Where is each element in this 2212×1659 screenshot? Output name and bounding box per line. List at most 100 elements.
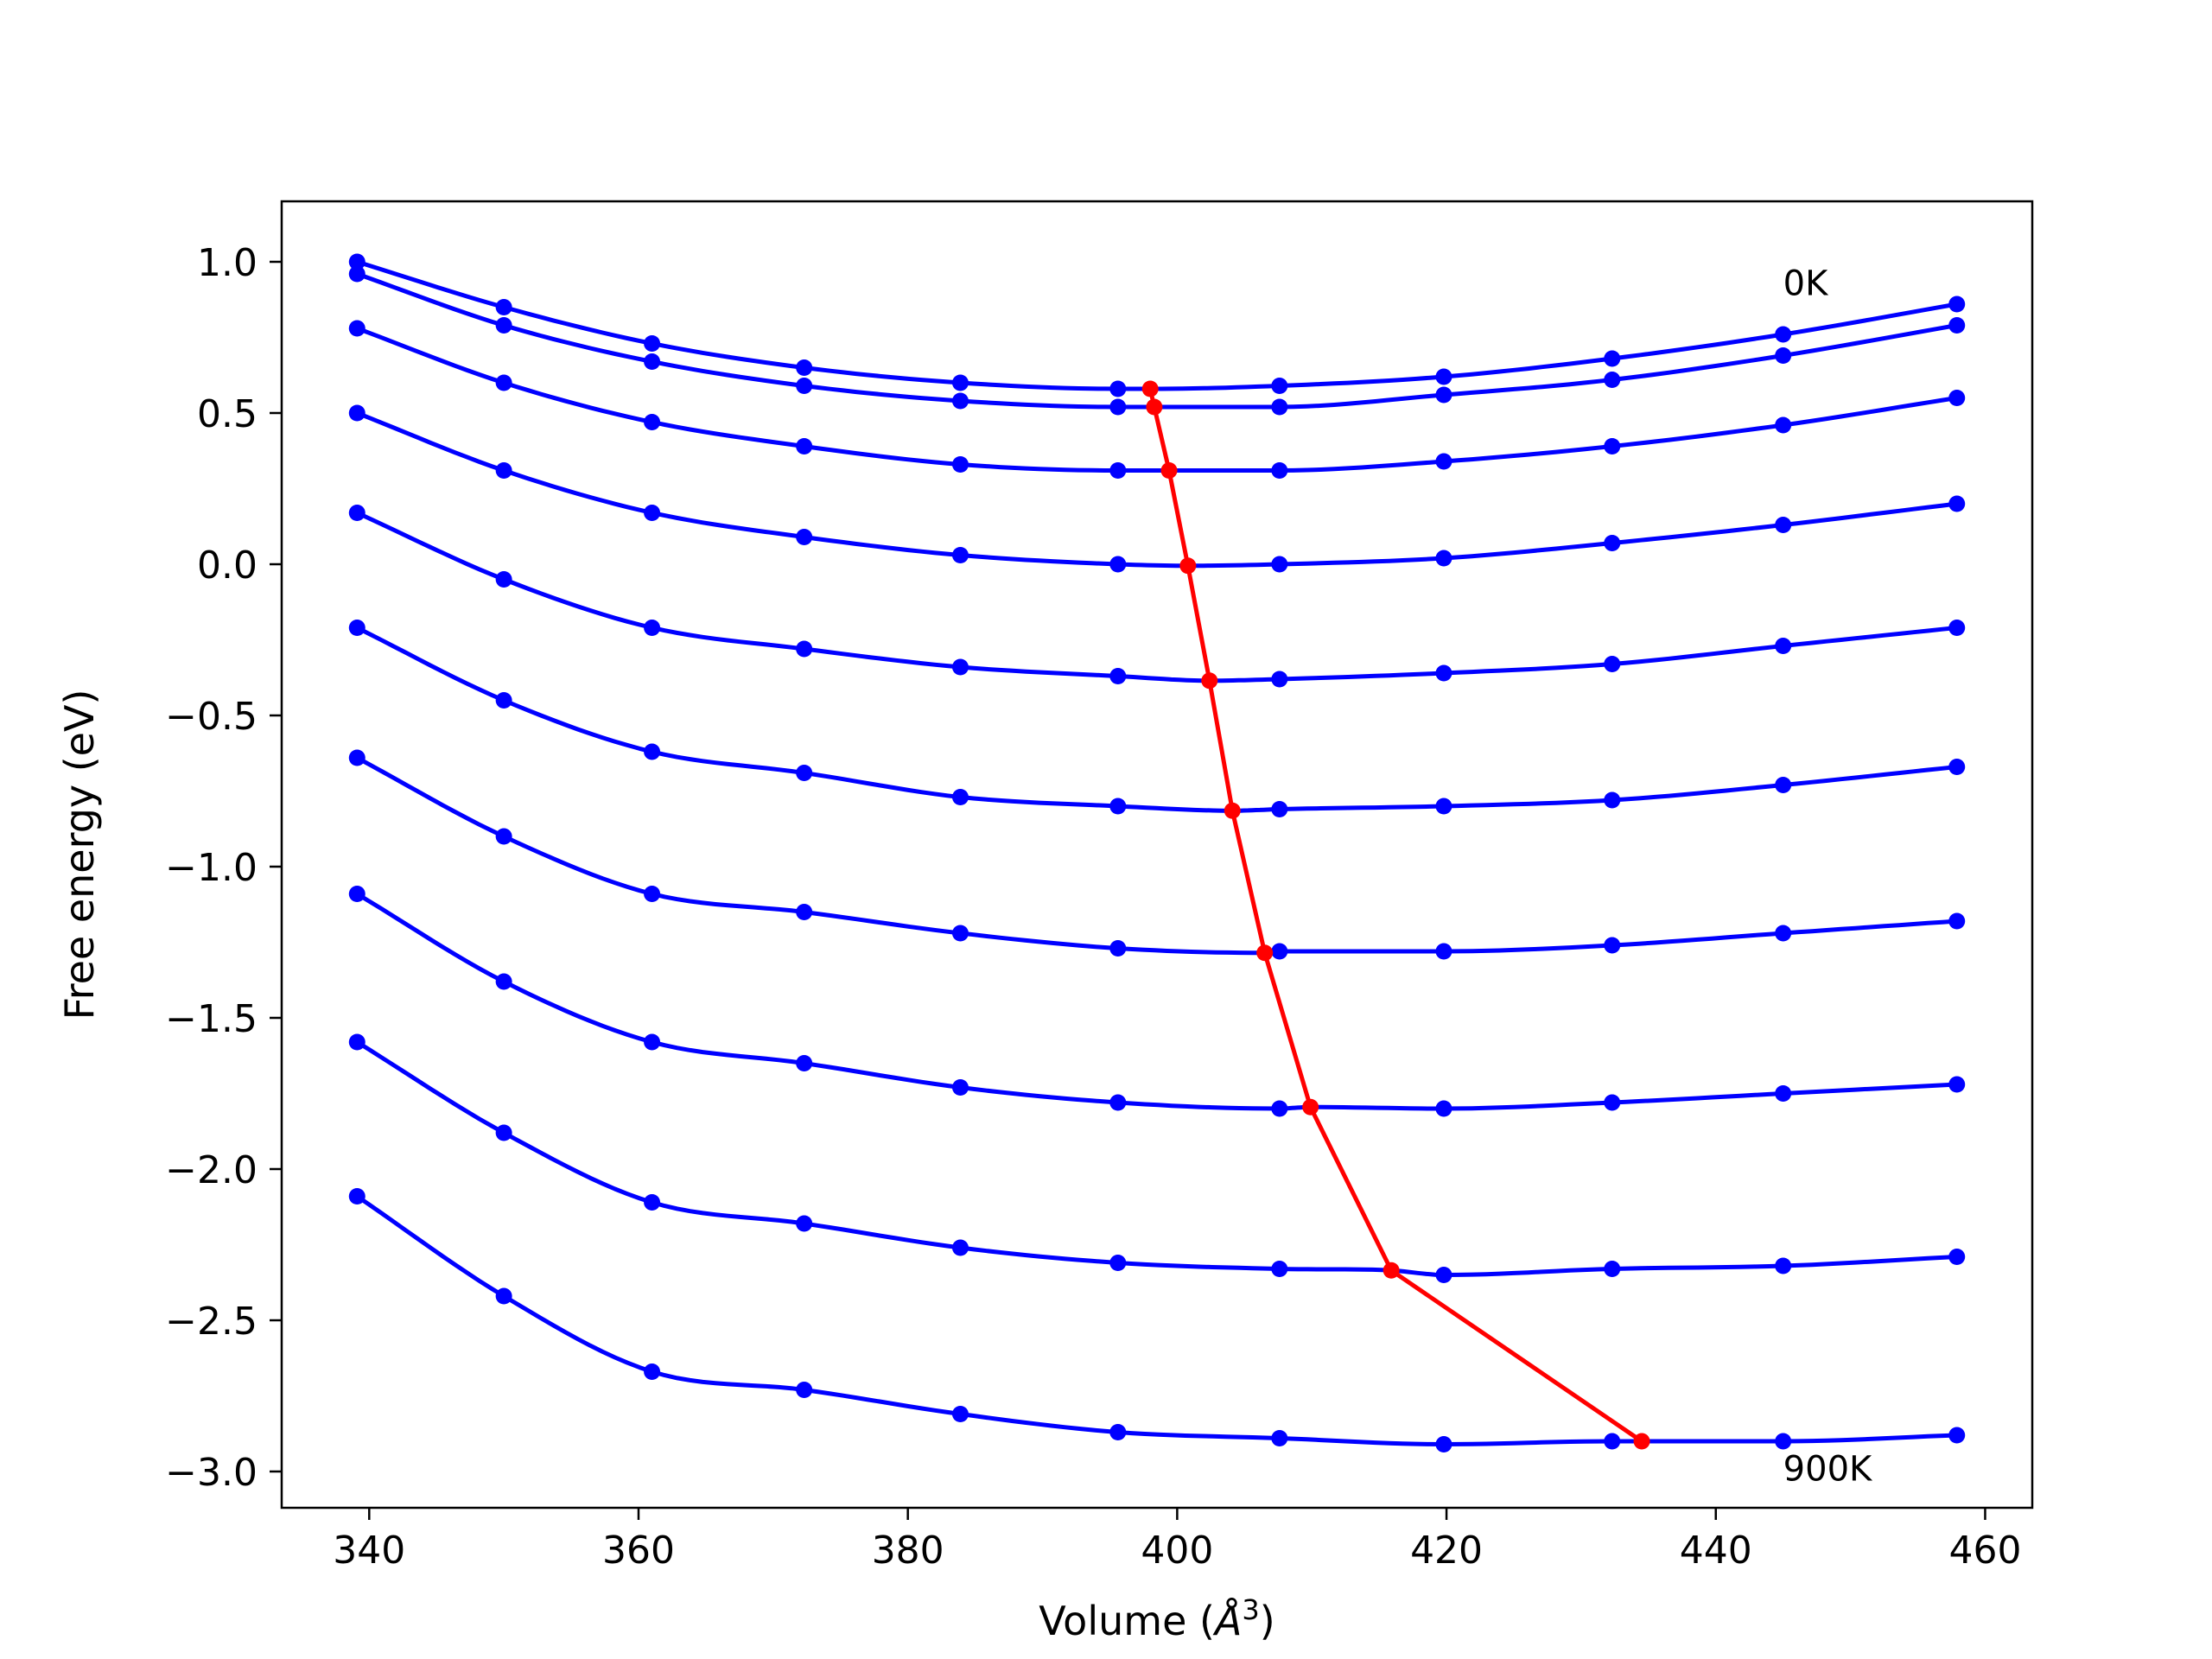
minimum-point — [1256, 944, 1274, 962]
y-axis-label: Free energy (eV) — [56, 690, 103, 1020]
data-point — [796, 378, 813, 394]
data-point — [348, 1033, 365, 1051]
data-point — [348, 320, 365, 337]
data-point — [495, 828, 512, 845]
data-point — [1948, 296, 1966, 313]
data-point — [1948, 620, 1966, 636]
data-point — [1109, 1094, 1127, 1111]
data-point — [1948, 495, 1966, 512]
data-point — [1948, 390, 1966, 406]
data-point — [796, 438, 813, 454]
y-axis-ticks: −3.0 −2.5 −2.0 −1.5 −1.0 −0.5 0.0 0.5 1.0 — [165, 241, 282, 1495]
data-point — [796, 1215, 813, 1232]
data-point — [1604, 1433, 1621, 1450]
data-point — [1271, 1261, 1288, 1277]
y-tick-label: 1.0 — [197, 241, 257, 285]
minimum-point — [1179, 557, 1197, 575]
points-layer — [348, 253, 1966, 1452]
data-point — [495, 1287, 512, 1305]
data-point — [1435, 1100, 1452, 1117]
y-tick-label: −2.0 — [165, 1148, 257, 1192]
y-tick-label: 0.0 — [197, 543, 257, 588]
data-point — [951, 392, 969, 410]
data-point — [1775, 777, 1792, 793]
data-point — [348, 620, 365, 636]
data-point — [1775, 925, 1792, 942]
curve-series-3 — [356, 326, 1958, 473]
y-tick-label: −0.5 — [165, 695, 257, 739]
data-point — [951, 547, 969, 563]
data-point — [1271, 378, 1288, 394]
data-point — [1604, 438, 1621, 454]
data-point — [644, 1194, 661, 1211]
data-point — [951, 456, 969, 473]
data-point — [644, 335, 661, 352]
data-point — [495, 462, 512, 479]
data-point — [796, 529, 813, 545]
data-point — [1109, 798, 1127, 815]
data-point — [495, 1124, 512, 1141]
data-point — [1109, 668, 1127, 684]
data-point — [348, 265, 365, 283]
data-point — [348, 505, 365, 521]
data-point — [348, 253, 365, 270]
data-point — [1604, 937, 1621, 954]
data-point — [495, 374, 512, 391]
data-point — [644, 505, 661, 521]
data-point — [1271, 398, 1288, 416]
annotations-layer: 0K 900K — [1783, 264, 1873, 1490]
x-axis-ticks: 340 360 380 400 420 440 460 — [333, 1508, 2021, 1573]
minimum-point — [1633, 1433, 1650, 1450]
data-point — [1435, 1267, 1452, 1283]
data-point — [495, 692, 512, 709]
annotation-label: 0K — [1783, 264, 1829, 304]
data-point — [1435, 1436, 1452, 1452]
data-point — [1435, 664, 1452, 682]
curve-series-5 — [356, 511, 1957, 683]
data-point — [796, 765, 813, 781]
data-point — [1109, 1255, 1127, 1271]
data-point — [644, 414, 661, 430]
data-point — [1271, 1430, 1288, 1446]
data-point — [1775, 1257, 1792, 1274]
data-point — [1109, 940, 1127, 957]
data-point — [1271, 462, 1288, 479]
data-point — [1435, 798, 1452, 815]
data-point — [1109, 462, 1127, 479]
data-point — [1948, 317, 1966, 334]
data-point — [348, 749, 365, 766]
x-tick-label: 340 — [333, 1529, 405, 1573]
data-point — [1435, 943, 1452, 960]
curves-layer — [355, 259, 1958, 1446]
curve-series-8 — [355, 892, 1957, 1111]
curve-series-9 — [355, 1039, 1957, 1277]
data-point — [1775, 517, 1792, 533]
data-point — [951, 374, 969, 391]
data-point — [1435, 368, 1452, 385]
data-point — [1948, 1076, 1966, 1093]
data-point — [1271, 1100, 1288, 1117]
minimum-point — [1146, 398, 1163, 416]
minimum-point — [1201, 672, 1218, 690]
curve-series-6 — [356, 626, 1957, 813]
x-axis-label-text: Volume ( — [1039, 1598, 1215, 1644]
data-point — [1604, 350, 1621, 367]
data-point — [644, 743, 661, 760]
data-point — [1271, 943, 1288, 960]
data-point — [951, 658, 969, 676]
data-point — [495, 571, 512, 588]
data-point — [1948, 1427, 1966, 1444]
x-axis-label: Volume (Å3) — [1039, 1593, 1274, 1644]
data-point — [796, 640, 813, 658]
data-point — [1435, 453, 1452, 470]
data-point — [644, 1033, 661, 1051]
curve-series-7 — [356, 755, 1957, 956]
data-point — [796, 359, 813, 376]
data-point — [1435, 386, 1452, 404]
data-point — [1604, 1094, 1621, 1111]
data-point — [644, 353, 661, 370]
plot-frame — [280, 200, 2034, 1510]
data-point — [1604, 372, 1621, 388]
x-tick-label: 460 — [1948, 1529, 2021, 1573]
